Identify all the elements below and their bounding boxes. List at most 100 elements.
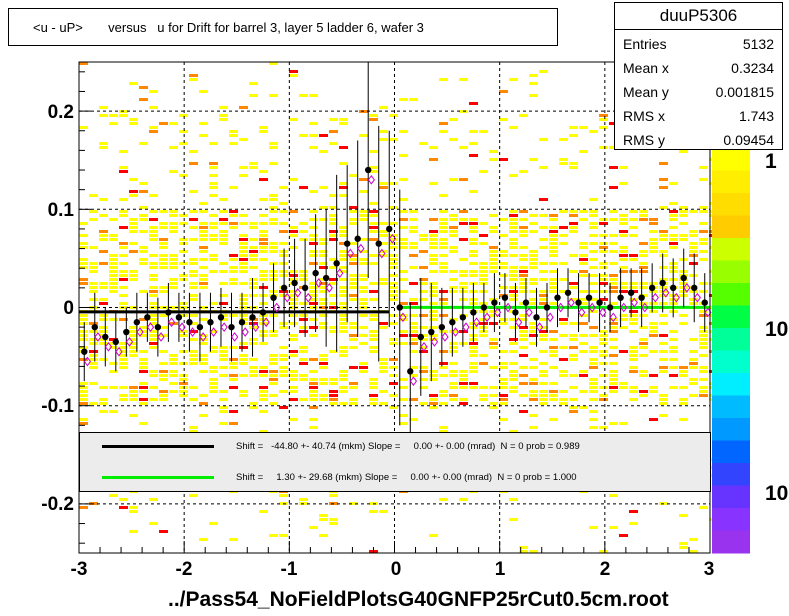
occupancy-cell <box>239 238 248 241</box>
occupancy-cell <box>359 334 368 337</box>
marker-diamond <box>441 332 449 342</box>
occupancy-cell <box>209 330 218 333</box>
occupancy-cell <box>589 222 598 225</box>
occupancy-cell <box>99 262 108 265</box>
occupancy-cell <box>419 298 428 301</box>
occupancy-cell <box>89 282 98 285</box>
occupancy-cell <box>399 130 408 133</box>
occupancy-cell <box>419 350 428 353</box>
occupancy-cell <box>659 234 668 237</box>
occupancy-cell <box>79 398 88 401</box>
occupancy-cell <box>539 394 548 397</box>
occupancy-cell <box>79 246 88 249</box>
occupancy-cell <box>239 262 248 265</box>
stats-value: 0.3234 <box>731 60 774 76</box>
occupancy-cell <box>349 398 358 401</box>
profile-point <box>270 294 277 301</box>
occupancy-cell <box>89 358 98 361</box>
marker-diamond <box>588 302 596 313</box>
occupancy-cell <box>389 322 398 325</box>
occupancy-cell <box>489 346 498 349</box>
occupancy-cell <box>359 250 368 253</box>
occupancy-cell <box>689 246 698 249</box>
occupancy-cell <box>549 250 558 253</box>
occupancy-cell <box>549 214 558 217</box>
occupancy-cell <box>319 302 328 305</box>
occupancy-cell <box>599 222 608 225</box>
occupancy-cell <box>529 230 538 233</box>
occupancy-cell <box>589 334 598 337</box>
occupancy-cell <box>209 270 218 273</box>
occupancy-cell <box>379 358 388 361</box>
occupancy-cell <box>539 246 548 249</box>
occupancy-cell <box>279 370 288 373</box>
occupancy-cell <box>679 222 688 225</box>
occupancy-cell <box>139 214 148 217</box>
occupancy-cell <box>599 386 608 389</box>
occupancy-cell <box>179 222 188 225</box>
occupancy-cell <box>429 370 438 373</box>
occupancy-cell <box>259 430 268 433</box>
occupancy-cell <box>199 134 208 137</box>
occupancy-cell <box>239 294 248 297</box>
occupancy-cell <box>309 398 318 401</box>
occupancy-cell <box>599 250 608 253</box>
marker-diamond <box>315 278 323 288</box>
occupancy-cell <box>319 394 328 397</box>
occupancy-cell <box>569 222 578 225</box>
occupancy-cell <box>239 174 248 177</box>
occupancy-cell <box>699 330 708 333</box>
occupancy-cell <box>699 210 708 213</box>
occupancy-cell <box>189 150 198 153</box>
occupancy-cell <box>629 350 638 353</box>
occupancy-cell <box>629 218 638 221</box>
occupancy-cell <box>569 406 578 409</box>
occupancy-cell <box>79 318 88 321</box>
occupancy-cell <box>299 326 308 329</box>
occupancy-cell <box>509 210 518 213</box>
occupancy-cell <box>319 242 328 245</box>
occupancy-cell <box>619 230 628 233</box>
occupancy-cell <box>669 350 678 353</box>
occupancy-cell <box>179 378 188 381</box>
occupancy-cell <box>239 166 248 169</box>
occupancy-cell <box>659 358 668 361</box>
occupancy-cell <box>549 290 558 293</box>
occupancy-cell <box>519 374 528 377</box>
occupancy-cell <box>199 334 208 337</box>
occupancy-cell <box>99 286 108 289</box>
occupancy-cell <box>519 366 528 369</box>
occupancy-cell <box>519 354 528 357</box>
occupancy-cell <box>439 350 448 353</box>
occupancy-cell <box>299 278 308 281</box>
occupancy-cell <box>249 222 258 225</box>
occupancy-cell <box>619 222 628 225</box>
occupancy-cell <box>189 238 198 241</box>
occupancy-cell <box>489 226 498 229</box>
occupancy-cell <box>569 134 578 137</box>
occupancy-cell <box>89 262 98 265</box>
occupancy-cell <box>439 426 448 429</box>
occupancy-cell <box>399 278 408 281</box>
occupancy-cell <box>139 366 148 369</box>
occupancy-cell <box>649 418 658 421</box>
occupancy-cell <box>349 338 358 341</box>
occupancy-cell <box>199 370 208 373</box>
occupancy-cell <box>629 390 638 393</box>
occupancy-cell <box>189 298 198 301</box>
occupancy-cell <box>509 430 518 433</box>
occupancy-cell <box>439 314 448 317</box>
occupancy-cell <box>499 398 508 401</box>
occupancy-cell <box>159 246 168 249</box>
occupancy-cell <box>119 246 128 249</box>
occupancy-cell <box>159 390 168 393</box>
occupancy-cell <box>239 138 248 141</box>
occupancy-cell <box>469 230 478 233</box>
occupancy-cell <box>529 262 538 265</box>
occupancy-cell <box>209 166 218 169</box>
occupancy-cell <box>459 210 468 213</box>
occupancy-cell <box>509 242 518 245</box>
occupancy-cell <box>89 330 98 333</box>
occupancy-cell <box>539 326 548 329</box>
occupancy-cell <box>279 250 288 253</box>
